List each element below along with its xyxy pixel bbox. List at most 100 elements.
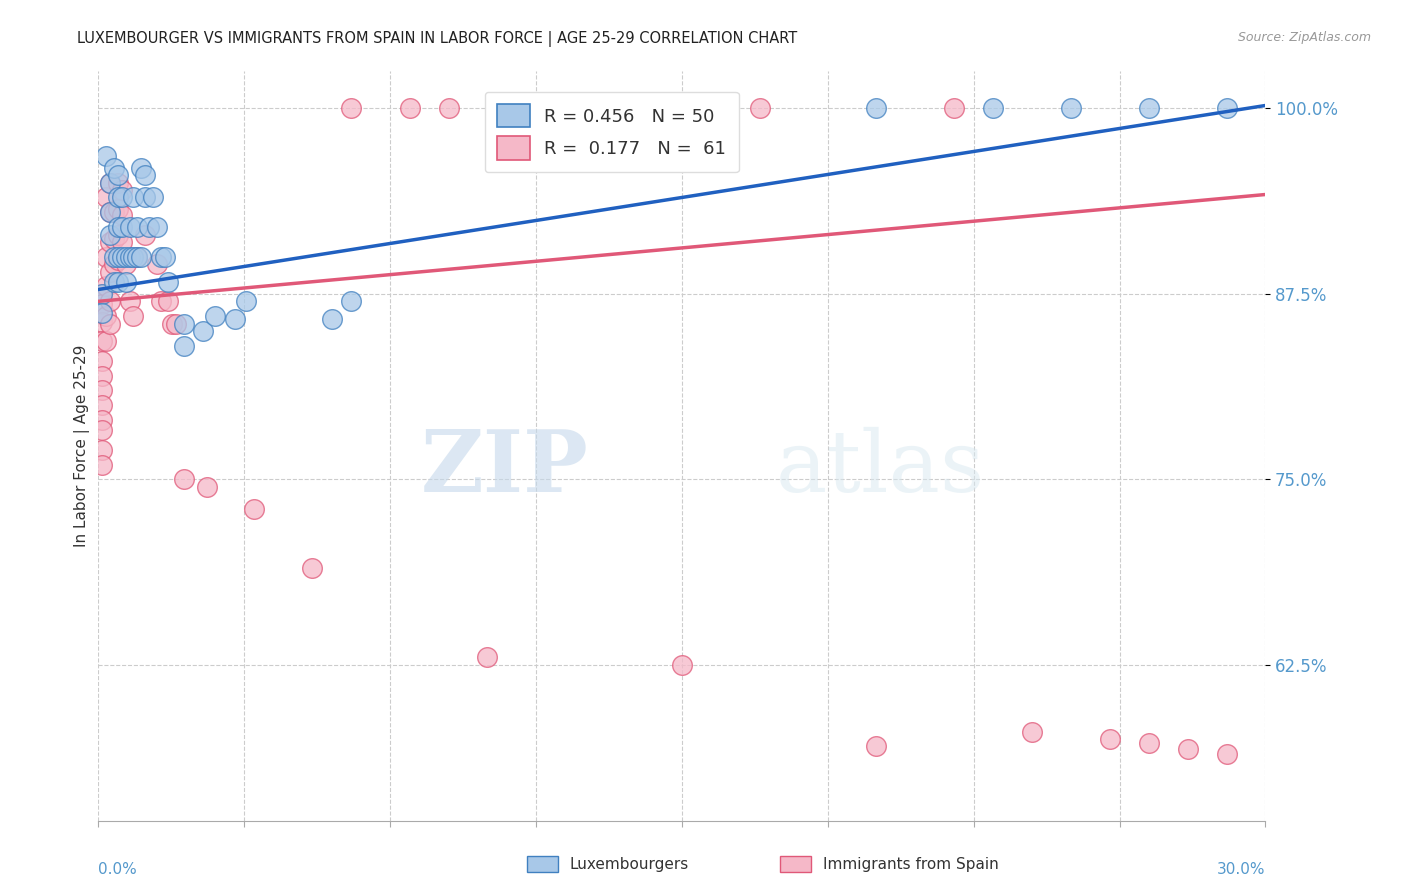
Point [1177, 742, 1199, 756]
Point [96, 149, 118, 163]
Point [111, 250, 134, 264]
Point [107, 250, 129, 264]
Point [437, 101, 460, 115]
Point [138, 220, 160, 235]
Point [91, 334, 114, 349]
Point [114, 250, 136, 264]
Point [91, 413, 114, 427]
Point [91, 315, 114, 329]
Point [127, 220, 149, 235]
Point [103, 257, 125, 271]
Point [96, 334, 118, 349]
Point [91, 353, 114, 368]
Point [107, 202, 129, 217]
Point [162, 317, 184, 331]
Point [224, 312, 246, 326]
Point [96, 250, 118, 264]
Point [111, 190, 134, 204]
Point [981, 101, 1004, 115]
Point [690, 101, 713, 115]
Point [118, 250, 141, 264]
Point [129, 250, 152, 264]
Point [91, 424, 114, 438]
Bar [527, 856, 558, 872]
Point [91, 398, 114, 412]
Point [103, 250, 125, 264]
Point [1215, 747, 1237, 761]
Text: 0.0%: 0.0% [98, 863, 138, 878]
Point [865, 101, 887, 115]
Point [1060, 101, 1083, 115]
Point [153, 250, 176, 264]
Point [91, 297, 114, 311]
Point [671, 657, 693, 672]
Point [1215, 101, 1237, 115]
Point [107, 275, 129, 289]
Point [149, 294, 172, 309]
Point [477, 650, 499, 665]
Point [340, 101, 363, 115]
Text: Source: ZipAtlas.com: Source: ZipAtlas.com [1237, 31, 1371, 45]
Text: Luxembourgers: Luxembourgers [569, 857, 689, 871]
Point [235, 294, 257, 309]
Point [98, 205, 121, 219]
Point [127, 250, 149, 264]
Point [127, 250, 149, 264]
Point [865, 739, 887, 754]
Point [398, 101, 420, 115]
Point [91, 458, 114, 472]
Point [118, 294, 141, 309]
Point [107, 168, 129, 182]
Point [195, 480, 218, 494]
Point [173, 339, 195, 353]
Point [146, 257, 169, 271]
Point [173, 317, 195, 331]
Point [107, 220, 129, 235]
Point [91, 442, 114, 457]
Point [91, 384, 114, 398]
Point [96, 309, 118, 323]
Point [103, 161, 125, 175]
Point [1098, 732, 1121, 747]
Point [98, 176, 121, 190]
Point [748, 101, 770, 115]
Text: LUXEMBOURGER VS IMMIGRANTS FROM SPAIN IN LABOR FORCE | AGE 25-29 CORRELATION CHA: LUXEMBOURGER VS IMMIGRANTS FROM SPAIN IN… [77, 31, 797, 47]
Text: atlas: atlas [775, 427, 984, 510]
Point [96, 279, 118, 293]
Legend: R = 0.456   N = 50, R =  0.177   N =  61: R = 0.456 N = 50, R = 0.177 N = 61 [485, 92, 740, 172]
Point [134, 190, 156, 204]
Text: Immigrants from Spain: Immigrants from Spain [823, 857, 998, 871]
Text: ZIP: ZIP [420, 426, 589, 510]
Point [157, 275, 180, 289]
Point [98, 235, 121, 249]
Point [98, 176, 121, 190]
Point [107, 176, 129, 190]
Y-axis label: In Labor Force | Age 25-29: In Labor Force | Age 25-29 [75, 345, 90, 547]
Point [91, 368, 114, 383]
Point [142, 190, 165, 204]
Point [107, 227, 129, 242]
Point [98, 317, 121, 331]
Point [111, 183, 134, 197]
Point [98, 294, 121, 309]
Point [122, 309, 145, 323]
Point [534, 101, 557, 115]
Point [103, 205, 125, 219]
Point [193, 324, 215, 338]
Point [134, 168, 156, 182]
Point [243, 502, 266, 516]
Point [340, 294, 363, 309]
Point [129, 161, 152, 175]
Point [91, 287, 114, 301]
Point [91, 306, 114, 320]
Point [111, 208, 134, 222]
Point [111, 235, 134, 249]
Point [1137, 737, 1160, 751]
Point [710, 101, 733, 115]
Point [134, 227, 156, 242]
Point [321, 312, 343, 326]
Point [96, 190, 118, 204]
Point [91, 287, 114, 301]
Point [204, 309, 226, 323]
Point [114, 275, 136, 289]
